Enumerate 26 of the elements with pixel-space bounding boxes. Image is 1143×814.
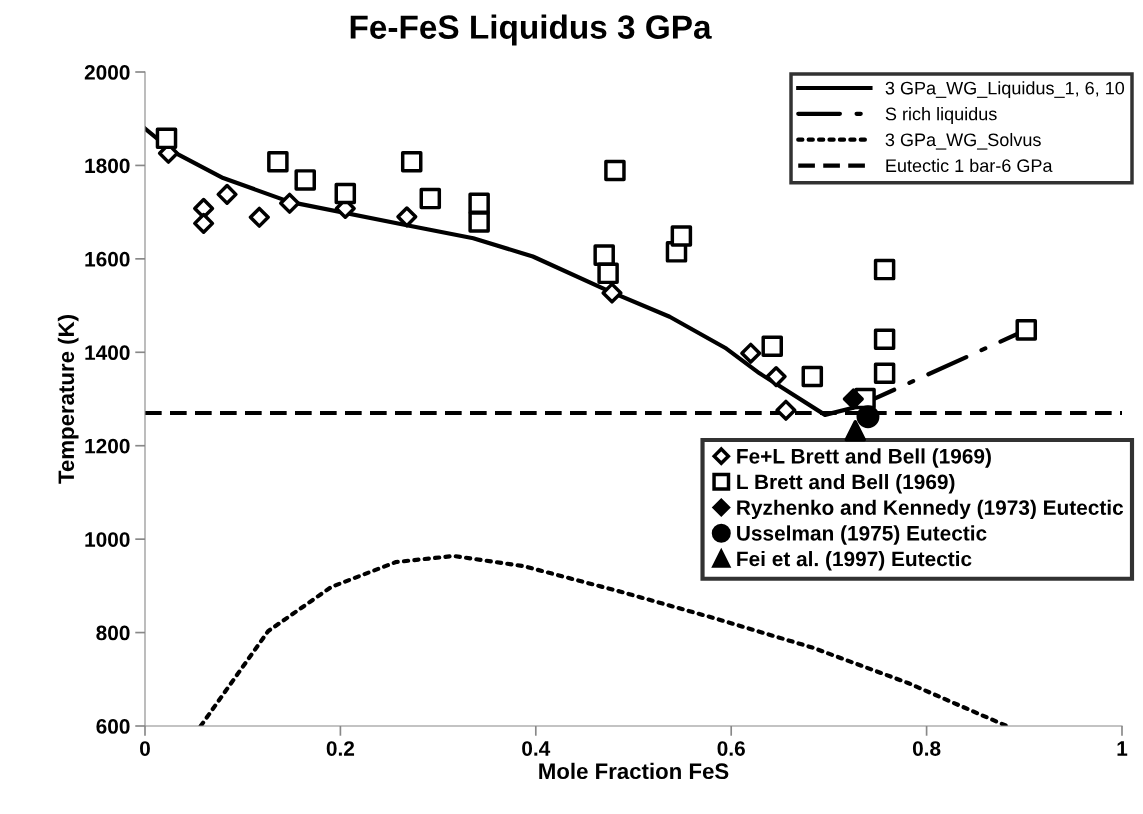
- y-tick-label: 1400: [85, 345, 130, 361]
- legend-label: 3 GPa_WG_Liquidus_1, 6, 10: [885, 81, 1125, 99]
- x-axis-title: Mole Fraction FeS: [539, 762, 729, 780]
- x-tick-label: 0.6: [717, 741, 745, 756]
- y-axis-title: Temperature (K): [57, 315, 79, 484]
- legend-label: Eutectic 1 bar-6 GPa: [886, 158, 1053, 173]
- x-tick-label: 1: [1117, 741, 1128, 756]
- x-tick-label: 0: [140, 741, 150, 756]
- legend-label: S rich liquidus: [885, 107, 997, 124]
- legend-label: Usselman (1975) Eutectic: [737, 525, 987, 545]
- legend-label: Fei et al. (1997) Eutectic: [737, 551, 972, 571]
- legend-label: Fe+L Brett and Bell (1969): [737, 448, 991, 468]
- legend-label: L Brett and Bell (1969): [737, 474, 955, 494]
- y-tick-label: 1800: [85, 158, 130, 174]
- legend-label: Ryzhenko and Kennedy (1973) Eutectic: [737, 499, 1124, 520]
- y-tick-label: 1600: [85, 251, 130, 267]
- x-tick-label: 0.4: [522, 741, 551, 756]
- legend-label: 3 GPa_WG_Solvus: [885, 132, 1041, 150]
- y-tick-label: 800: [96, 625, 130, 641]
- chart-title: Fe-FeS Liquidus 3 GPa: [350, 14, 712, 46]
- y-tick-label: 1200: [85, 438, 130, 454]
- y-tick-label: 600: [96, 719, 130, 734]
- x-tick-label: 0.2: [326, 741, 355, 756]
- x-tick-label: 0.8: [912, 741, 941, 756]
- y-tick-label: 2000: [84, 65, 130, 80]
- y-tick-label: 1000: [85, 532, 130, 547]
